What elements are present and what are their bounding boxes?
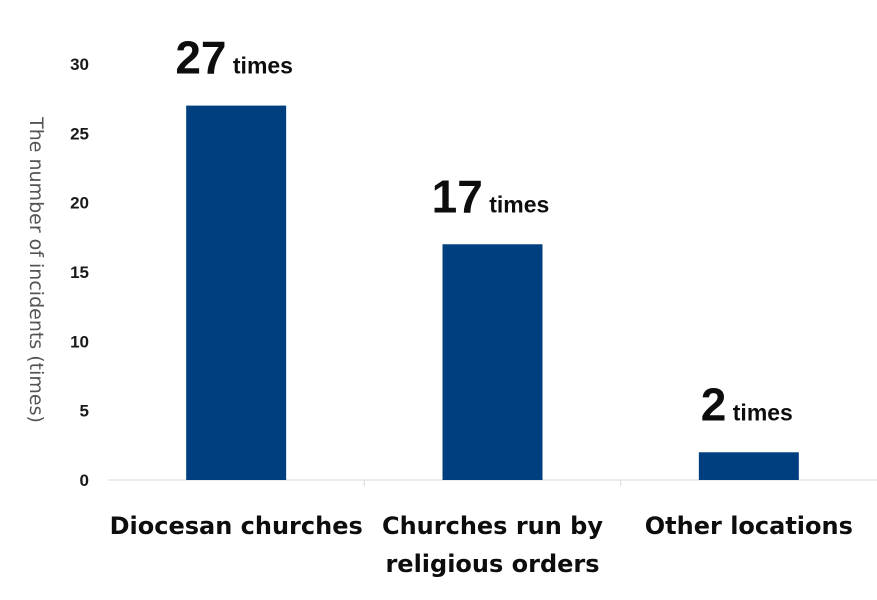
value-label: 2 times bbox=[701, 378, 793, 430]
y-tick-label: 30 bbox=[70, 55, 89, 74]
value-unit: times bbox=[733, 399, 793, 425]
value-unit: times bbox=[233, 53, 293, 79]
value-number: 27 bbox=[175, 32, 226, 84]
y-axis-ticks: 0 5 10 15 20 25 30 bbox=[70, 55, 89, 490]
category-label: Churches run by bbox=[382, 512, 603, 540]
x-axis-labels: Diocesan churches Churches run by religiou… bbox=[110, 512, 853, 578]
y-tick-label: 10 bbox=[70, 332, 89, 351]
y-tick-label: 15 bbox=[70, 263, 89, 282]
category-label: Diocesan churches bbox=[110, 512, 363, 540]
category-label: religious orders bbox=[385, 550, 599, 578]
bar bbox=[442, 244, 543, 480]
bars-group bbox=[186, 105, 799, 486]
value-label: 27 times bbox=[175, 32, 293, 84]
y-tick-label: 0 bbox=[80, 471, 89, 490]
y-tick-label: 20 bbox=[70, 194, 89, 213]
value-label: 17 times bbox=[432, 170, 550, 222]
y-axis-title: The number of incidents (times) bbox=[25, 116, 47, 423]
value-number: 2 bbox=[701, 378, 727, 430]
bar bbox=[698, 452, 799, 480]
value-number: 17 bbox=[432, 170, 483, 222]
bar bbox=[186, 105, 287, 480]
y-tick-label: 25 bbox=[70, 124, 89, 143]
value-unit: times bbox=[489, 191, 549, 217]
y-tick-label: 5 bbox=[80, 402, 89, 421]
category-label: Other locations bbox=[645, 512, 853, 540]
